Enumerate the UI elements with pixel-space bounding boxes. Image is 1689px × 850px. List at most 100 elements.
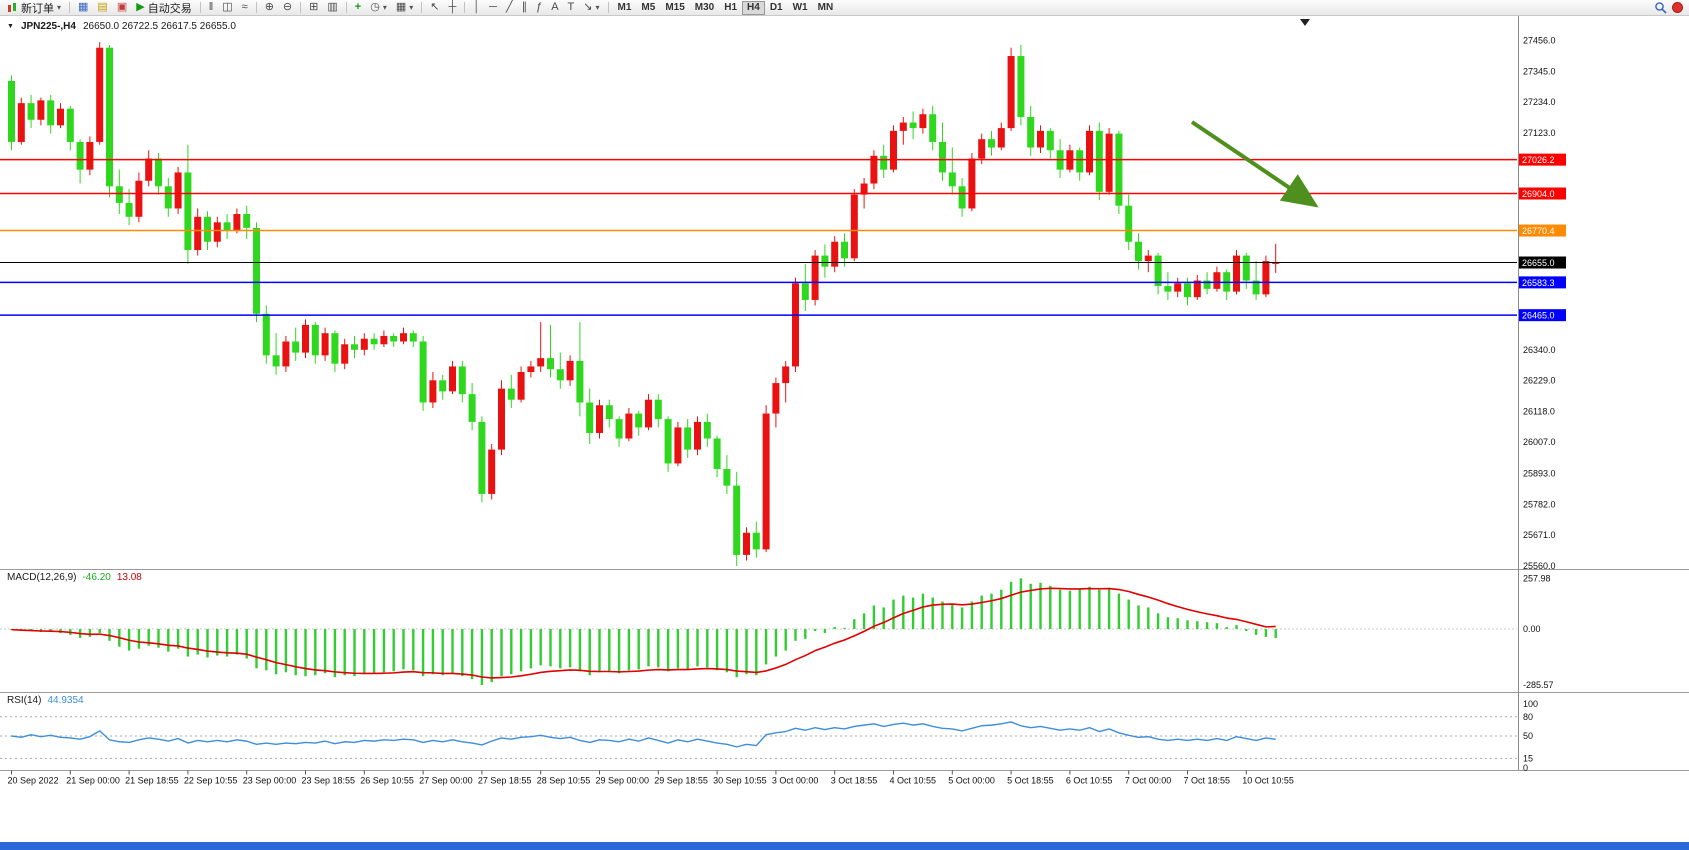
candle-body — [1125, 205, 1133, 242]
candle-body — [939, 141, 946, 173]
candle-body — [1007, 56, 1015, 129]
autotrade-button[interactable]: ▶ 自动交易 — [132, 0, 195, 15]
x-axis-label: 7 Oct 00:00 — [1125, 776, 1172, 786]
timeframe-w1-button[interactable]: W1 — [788, 1, 813, 15]
ohlc-toggle-icon[interactable]: ▼ — [7, 23, 14, 30]
add-indicator-button[interactable]: + — [351, 0, 365, 15]
toolbar-separator — [199, 2, 201, 13]
arrows-tool-button[interactable]: ↘ ▾ — [579, 0, 603, 15]
new-order-button[interactable]: 新订单 ▾ — [3, 0, 65, 15]
timeframe-h1-button[interactable]: H1 — [719, 1, 742, 15]
history-center-button[interactable]: ▤ — [93, 0, 111, 15]
timeframe-h4-button[interactable]: H4 — [742, 0, 765, 15]
label-tool-button[interactable]: T — [564, 0, 579, 15]
candle-body — [1262, 261, 1270, 295]
x-axis-label: 21 Sep 00:00 — [66, 776, 120, 786]
search-icon[interactable] — [1654, 1, 1667, 14]
fibonacci-tool-button[interactable]: ƒ — [532, 0, 546, 15]
crosshair-tool-button[interactable]: ┼ — [444, 0, 460, 15]
bar-chart-button[interactable]: ‖ — [205, 0, 218, 15]
charts-window-button[interactable]: ▦ — [74, 0, 92, 15]
candle-body — [135, 180, 143, 217]
candle-body — [409, 333, 417, 342]
timeframe-m1-button[interactable]: M1 — [613, 1, 637, 15]
x-axis-label: 21 Sep 18:55 — [125, 776, 179, 786]
trend-arrow-annotation[interactable] — [1190, 120, 1319, 208]
candle-body — [351, 344, 358, 350]
chart-canvas[interactable] — [0, 16, 1517, 770]
timeframe-m15-button[interactable]: M15 — [660, 1, 689, 15]
trendline-icon: ╱ — [505, 1, 513, 13]
candle-body — [948, 172, 956, 187]
y-axis-tick-label: 25560.0 — [1523, 561, 1556, 571]
toolbar-separator — [345, 2, 347, 13]
candle-chart-button[interactable]: ◫ — [218, 0, 236, 15]
candle-body — [115, 186, 123, 203]
candle-body — [929, 114, 937, 142]
candle-body — [576, 360, 584, 403]
timeframe-m5-button[interactable]: M5 — [636, 1, 660, 15]
candle-body — [390, 335, 398, 342]
candle-body — [27, 103, 35, 120]
candle-body — [321, 333, 329, 356]
candle-body — [282, 341, 290, 367]
candle-body — [66, 108, 74, 142]
candle-body — [919, 114, 927, 129]
trendline-tool-button[interactable]: ╱ — [502, 0, 517, 15]
candle-body — [1135, 241, 1142, 262]
macd-axis-tick-label: 257.98 — [1523, 573, 1551, 583]
horizontal-line-tool-button[interactable]: ─ — [485, 0, 501, 15]
candle-body — [1046, 130, 1054, 151]
timeframe-mn-button[interactable]: MN — [813, 1, 839, 15]
candle-body — [262, 313, 270, 356]
x-axis-label: 26 Sep 10:55 — [360, 776, 414, 786]
candle-body — [743, 532, 750, 555]
candle-body — [1144, 255, 1152, 262]
cascade-windows-button[interactable]: ▥ — [323, 0, 341, 15]
candle-body — [1184, 283, 1191, 298]
candle-body — [213, 222, 221, 242]
toolbar-separator — [69, 2, 71, 13]
candle-body — [125, 202, 133, 217]
candle-body — [625, 413, 633, 439]
candle-body — [694, 421, 701, 450]
zoom-out-button[interactable]: ⊖ — [279, 0, 296, 15]
candle-body — [615, 419, 623, 439]
candle-body — [302, 324, 309, 353]
zoom-in-button[interactable]: ⊕ — [261, 0, 278, 15]
periods-button[interactable]: ◷ ▾ — [366, 0, 391, 15]
candle-body — [792, 283, 799, 367]
timeframe-d1-button[interactable]: D1 — [765, 1, 788, 15]
rsi-axis-tick-label: 50 — [1523, 731, 1533, 741]
play-icon: ▶ — [136, 1, 145, 13]
candle-body — [86, 141, 94, 170]
x-axis-label: 3 Oct 00:00 — [772, 776, 819, 786]
text-tool-button[interactable]: A — [547, 0, 562, 15]
chart-shift-marker[interactable] — [1300, 19, 1310, 26]
new-order-label: 新订单 — [21, 2, 54, 15]
candle-body — [635, 413, 643, 428]
record-icon[interactable] — [1672, 2, 1683, 13]
timeframe-m30-button[interactable]: M30 — [690, 1, 719, 15]
cursor-tool-button[interactable]: ↖ — [426, 0, 443, 15]
bottom-bar — [0, 842, 1689, 850]
candle-body — [1027, 117, 1035, 148]
templates-button[interactable]: ▦ ▾ — [392, 0, 417, 15]
price-badge-label: 26465.0 — [1522, 311, 1555, 321]
y-axis-tick-label: 27123.0 — [1523, 128, 1556, 138]
candle-body — [76, 141, 84, 170]
candle-body — [772, 383, 780, 414]
label-tool-icon: T — [567, 1, 575, 13]
candle-body — [1105, 133, 1113, 192]
candle-body — [458, 366, 466, 395]
candle-body — [498, 388, 505, 450]
x-axis-label: 28 Sep 10:55 — [537, 776, 591, 786]
channel-tool-button[interactable]: ∥ — [518, 0, 532, 15]
market-watch-button[interactable]: ▣ — [113, 0, 131, 15]
line-chart-button[interactable]: ≈ — [238, 0, 252, 15]
tile-windows-button[interactable]: ⊞ — [305, 0, 322, 15]
price-badge — [1519, 256, 1566, 269]
vertical-line-tool-button[interactable]: │ — [469, 0, 484, 15]
candle-body — [478, 421, 486, 494]
